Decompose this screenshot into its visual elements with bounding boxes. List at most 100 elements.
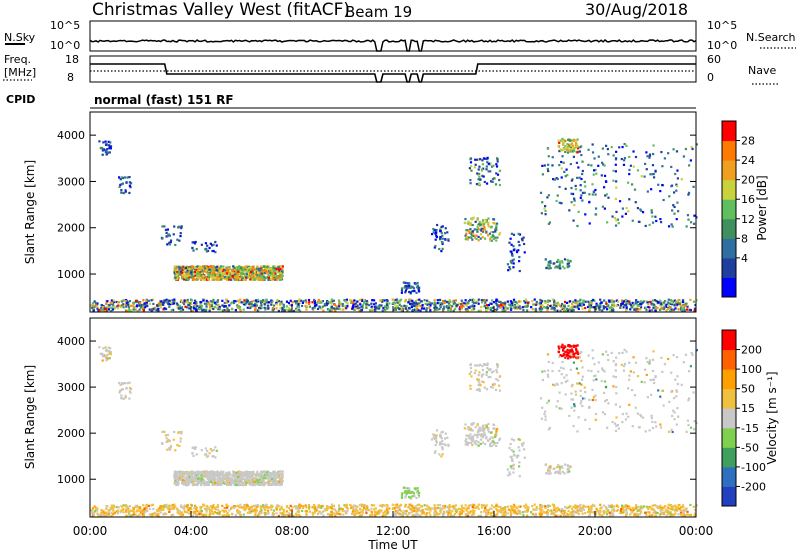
- power-cell: [360, 305, 363, 308]
- power-cell: [567, 138, 570, 142]
- power-cell: [669, 302, 673, 305]
- velocity-cell: [666, 512, 670, 516]
- velocity-cell: [499, 510, 502, 514]
- power-cell: [483, 228, 487, 231]
- power-cell: [187, 303, 190, 307]
- power-cell: [198, 308, 201, 311]
- velocity-cell: [122, 504, 125, 507]
- velocity-cell: [381, 503, 385, 507]
- power-cell: [236, 306, 239, 309]
- velocity-cell: [337, 504, 341, 507]
- power-cell: [588, 222, 591, 225]
- power-cell: [433, 306, 436, 309]
- power-cell: [140, 304, 144, 307]
- power-cell: [535, 303, 538, 306]
- velocity-cell: [328, 514, 332, 518]
- power-cell: [233, 268, 237, 272]
- power-cell: [548, 264, 551, 267]
- power-cell: [506, 307, 509, 310]
- velocity-cell: [170, 513, 173, 517]
- power-cell: [540, 307, 544, 310]
- power-cell: [474, 158, 477, 161]
- velocity-cell: [669, 507, 673, 510]
- power-cell: [544, 258, 547, 261]
- power-cell: [111, 308, 114, 311]
- power-cell: [195, 309, 198, 312]
- power-cell: [472, 216, 475, 219]
- power-cell: [552, 303, 556, 307]
- power-cell: [527, 301, 530, 305]
- velocity-cell: [293, 505, 296, 508]
- power-cell: [184, 271, 187, 274]
- power-cell: [204, 276, 208, 279]
- cpid-label: CPID: [6, 93, 35, 106]
- velocity-cell: [637, 505, 640, 509]
- velocity-cell: [258, 511, 261, 515]
- power-cell: [632, 150, 635, 153]
- power-cell: [548, 299, 551, 303]
- power-cell: [562, 308, 565, 311]
- velocity-cell: [546, 512, 549, 515]
- freq-label-2: [MHz]: [4, 66, 36, 79]
- velocity-cell: [406, 514, 409, 517]
- power-cell: [604, 306, 607, 309]
- velocity-cell: [301, 506, 304, 510]
- velocity-cell: [338, 509, 341, 512]
- power-cell: [595, 307, 598, 310]
- velocity-cell: [381, 505, 384, 508]
- power-cell: [518, 244, 521, 247]
- power-cell: [316, 307, 320, 311]
- power-cell: [281, 309, 284, 312]
- power-cell: [322, 309, 325, 312]
- power-cell: [680, 304, 683, 307]
- power-cell: [488, 237, 492, 240]
- power-cell: [667, 301, 670, 304]
- power-cell: [113, 306, 116, 309]
- power-cell: [157, 307, 160, 311]
- power-cell: [491, 177, 495, 181]
- velocity-cell: [590, 506, 593, 509]
- power-cell: [632, 304, 635, 307]
- power-cell: [335, 307, 339, 310]
- power-cell: [208, 268, 211, 271]
- velocity-cell: [620, 508, 623, 511]
- power-cell: [681, 305, 684, 308]
- power-cell: [204, 309, 208, 312]
- velocity-cell: [383, 510, 387, 513]
- power-cell: [444, 232, 447, 235]
- power-cell: [328, 309, 332, 313]
- power-cell: [109, 145, 113, 148]
- velocity-cell: [436, 504, 439, 507]
- power-cell: [406, 282, 409, 285]
- power-cell: [675, 185, 679, 188]
- power-cell: [405, 304, 408, 308]
- velocity-cell: [361, 511, 365, 514]
- velocity-cell: [275, 512, 278, 515]
- power-cell: [574, 188, 578, 191]
- power-cell: [101, 308, 104, 311]
- velocity-cell: [524, 503, 528, 506]
- velocity-cell: [626, 507, 629, 510]
- power-cell: [190, 302, 193, 306]
- velocity-cell: [109, 506, 112, 509]
- power-cell: [520, 237, 524, 240]
- velocity-cell: [504, 510, 507, 513]
- power-cell: [659, 189, 662, 193]
- velocity-cell: [460, 512, 463, 515]
- velocity-cell: [443, 504, 447, 508]
- power-cell: [128, 299, 132, 303]
- power-cell: [509, 306, 512, 309]
- velocity-cell: [157, 512, 160, 516]
- power-cell: [404, 289, 408, 292]
- velocity-cell: [355, 508, 358, 511]
- power-cell: [205, 302, 208, 305]
- power-cell: [447, 306, 450, 309]
- velocity-cell: [90, 509, 93, 512]
- power-cell: [482, 224, 485, 227]
- power-cell: [551, 156, 554, 159]
- power-cell: [623, 300, 627, 303]
- power-cell: [356, 307, 359, 310]
- velocity-cell: [566, 514, 569, 517]
- power-cell: [560, 167, 563, 170]
- power-cell: [604, 180, 608, 183]
